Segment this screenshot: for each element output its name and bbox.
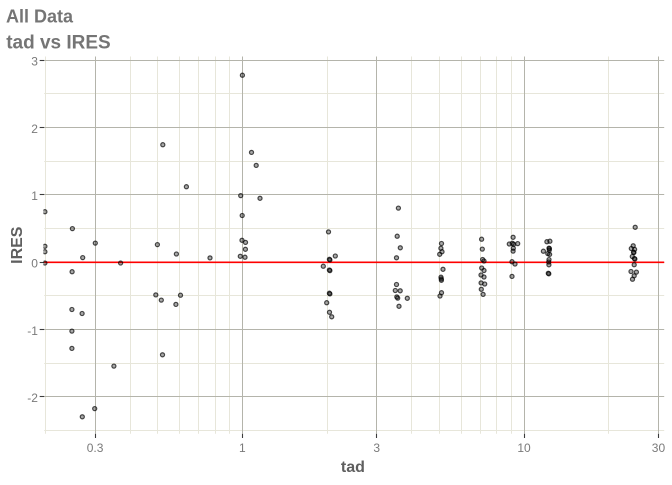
- svg-text:-2: -2: [27, 391, 38, 405]
- svg-text:0.3: 0.3: [87, 441, 104, 455]
- svg-text:2: 2: [31, 122, 38, 136]
- svg-text:30: 30: [652, 441, 666, 455]
- svg-text:1: 1: [31, 189, 38, 203]
- svg-text:0: 0: [31, 257, 38, 271]
- svg-text:All Data: All Data: [6, 6, 74, 26]
- svg-text:tad: tad: [341, 459, 365, 476]
- svg-text:1: 1: [239, 441, 246, 455]
- svg-text:10: 10: [517, 441, 531, 455]
- svg-text:3: 3: [31, 54, 38, 68]
- svg-text:tad vs IRES: tad vs IRES: [6, 32, 111, 53]
- svg-text:-1: -1: [27, 324, 38, 338]
- svg-text:IRES: IRES: [9, 226, 26, 264]
- svg-text:3: 3: [373, 441, 380, 455]
